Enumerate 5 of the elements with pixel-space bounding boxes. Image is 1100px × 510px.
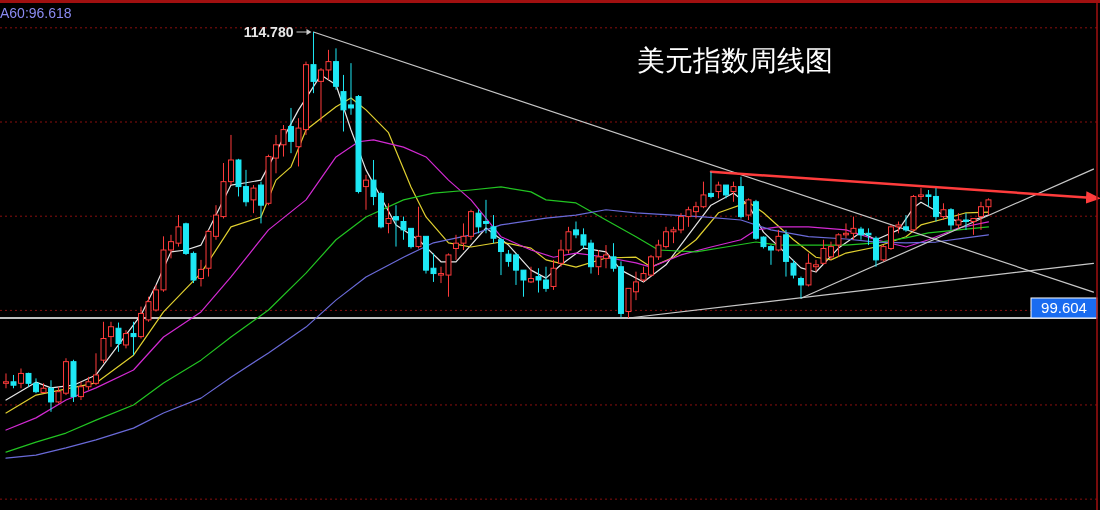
annotation: 99.604: [1041, 298, 1087, 316]
ref-label: 99.604: [1030, 297, 1098, 319]
text: 美元指数周线图: [637, 45, 833, 76]
annotation: 114.780: [243, 24, 294, 40]
text: A60:96.618: [0, 5, 72, 21]
